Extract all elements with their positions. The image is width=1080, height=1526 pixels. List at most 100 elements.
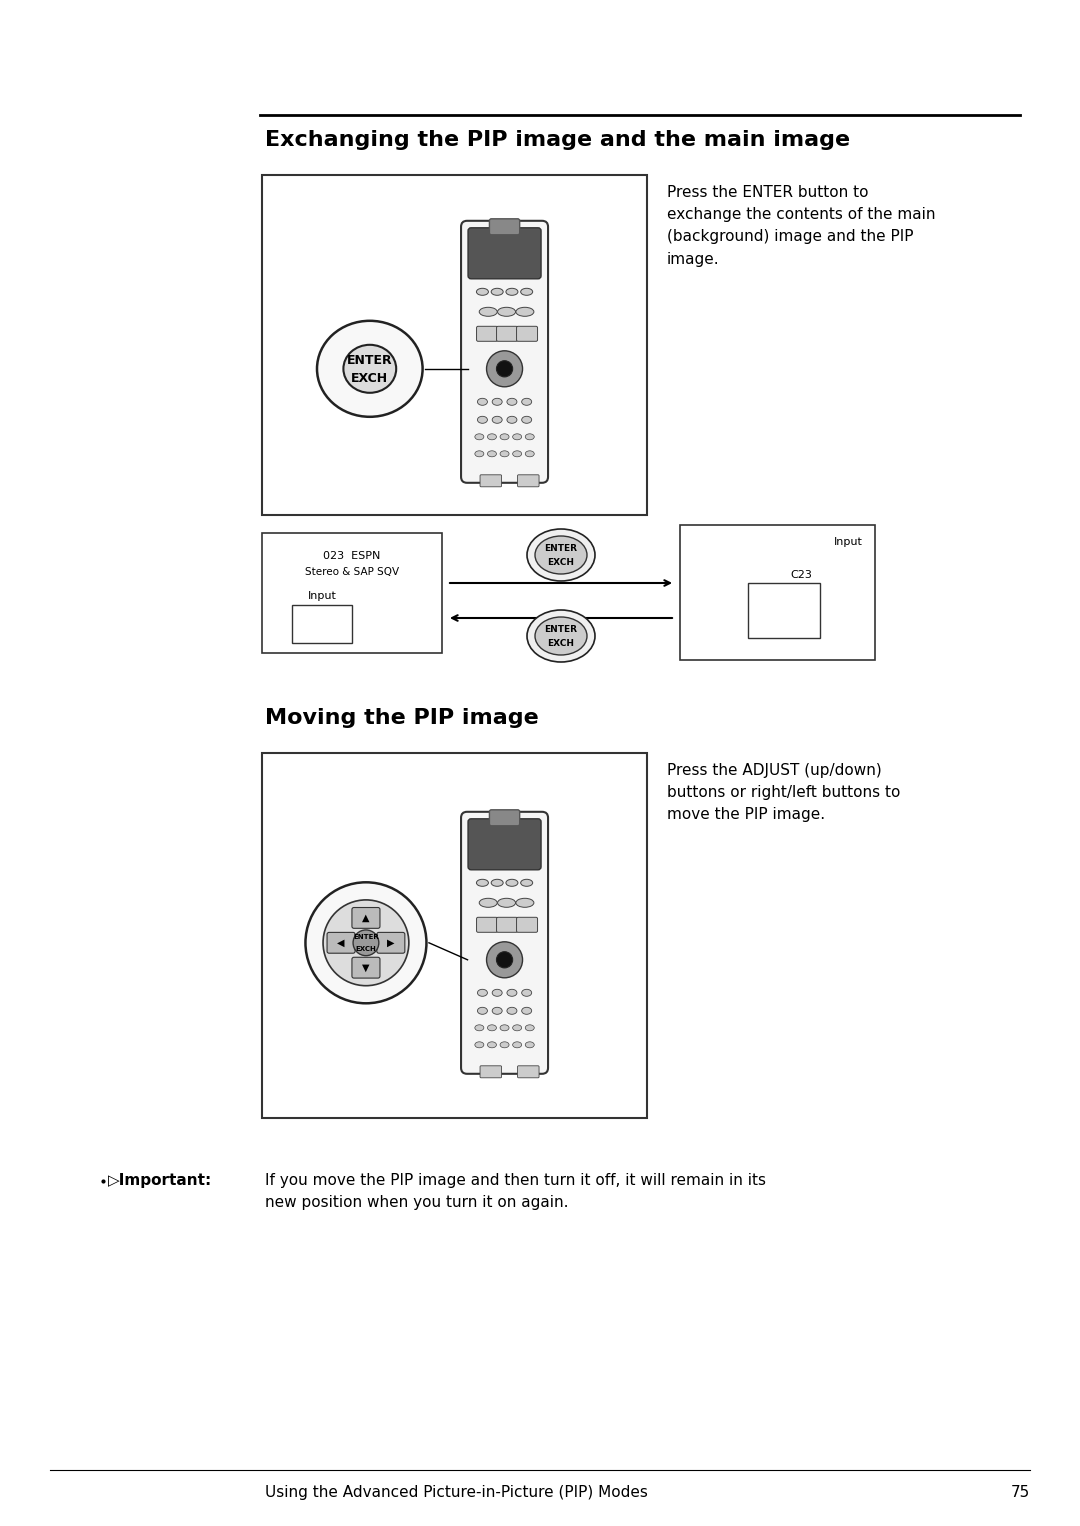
Ellipse shape	[513, 1025, 522, 1030]
Ellipse shape	[522, 417, 531, 423]
Ellipse shape	[516, 899, 534, 908]
Ellipse shape	[487, 433, 497, 439]
FancyBboxPatch shape	[497, 327, 517, 342]
Ellipse shape	[525, 1025, 535, 1030]
FancyBboxPatch shape	[327, 932, 355, 954]
Ellipse shape	[487, 1025, 497, 1030]
Text: Exchanging the PIP image and the main image: Exchanging the PIP image and the main im…	[265, 130, 850, 150]
Circle shape	[306, 882, 427, 1003]
Text: EXCH: EXCH	[548, 638, 575, 647]
Ellipse shape	[507, 398, 517, 406]
Text: ▶: ▶	[387, 938, 394, 948]
Ellipse shape	[500, 433, 509, 439]
Ellipse shape	[507, 417, 517, 423]
FancyBboxPatch shape	[476, 327, 498, 342]
Ellipse shape	[500, 1025, 509, 1030]
Circle shape	[487, 942, 523, 978]
Ellipse shape	[498, 307, 515, 316]
FancyBboxPatch shape	[262, 175, 647, 514]
Ellipse shape	[492, 417, 502, 423]
Text: Press the ENTER button to
exchange the contents of the main
(background) image a: Press the ENTER button to exchange the c…	[667, 185, 935, 267]
FancyBboxPatch shape	[461, 221, 548, 482]
Ellipse shape	[487, 450, 497, 456]
Ellipse shape	[513, 450, 522, 456]
FancyBboxPatch shape	[352, 957, 380, 978]
Ellipse shape	[505, 879, 518, 887]
FancyBboxPatch shape	[480, 1065, 501, 1077]
Ellipse shape	[475, 1025, 484, 1030]
Ellipse shape	[525, 1042, 535, 1048]
FancyBboxPatch shape	[517, 475, 539, 487]
Ellipse shape	[522, 989, 531, 996]
FancyBboxPatch shape	[497, 917, 517, 932]
Circle shape	[487, 351, 523, 386]
Ellipse shape	[535, 617, 588, 655]
Text: Moving the PIP image: Moving the PIP image	[265, 708, 539, 728]
FancyBboxPatch shape	[489, 810, 519, 826]
Ellipse shape	[505, 288, 518, 296]
Ellipse shape	[527, 530, 595, 581]
Text: 75: 75	[1011, 1485, 1030, 1500]
FancyBboxPatch shape	[352, 908, 380, 928]
Text: Input: Input	[834, 537, 863, 546]
FancyBboxPatch shape	[516, 327, 538, 342]
FancyBboxPatch shape	[517, 1065, 539, 1077]
Ellipse shape	[516, 307, 534, 316]
FancyBboxPatch shape	[468, 819, 541, 870]
Ellipse shape	[476, 288, 488, 296]
Ellipse shape	[525, 450, 535, 456]
Circle shape	[323, 900, 409, 986]
Circle shape	[497, 952, 513, 967]
FancyBboxPatch shape	[461, 812, 548, 1074]
Ellipse shape	[477, 989, 487, 996]
FancyBboxPatch shape	[516, 917, 538, 932]
Text: Input: Input	[308, 591, 337, 601]
Ellipse shape	[475, 433, 484, 439]
Text: C23: C23	[789, 571, 812, 580]
Ellipse shape	[475, 450, 484, 456]
Ellipse shape	[492, 398, 502, 406]
Ellipse shape	[480, 307, 497, 316]
Ellipse shape	[318, 320, 422, 417]
Ellipse shape	[492, 1007, 502, 1015]
Ellipse shape	[527, 610, 595, 662]
Ellipse shape	[522, 1007, 531, 1015]
Ellipse shape	[492, 989, 502, 996]
Ellipse shape	[498, 899, 515, 908]
Ellipse shape	[500, 1042, 509, 1048]
FancyBboxPatch shape	[468, 227, 541, 279]
Ellipse shape	[491, 879, 503, 887]
Text: EXCH: EXCH	[355, 946, 376, 952]
Ellipse shape	[525, 433, 535, 439]
FancyBboxPatch shape	[377, 932, 405, 954]
Circle shape	[353, 929, 379, 955]
Ellipse shape	[500, 450, 509, 456]
Text: ENTER: ENTER	[544, 543, 578, 552]
Ellipse shape	[477, 417, 487, 423]
FancyBboxPatch shape	[262, 533, 442, 653]
Text: Using the Advanced Picture-in-Picture (PIP) Modes: Using the Advanced Picture-in-Picture (P…	[265, 1485, 648, 1500]
Ellipse shape	[507, 1007, 517, 1015]
Text: EXCH: EXCH	[351, 372, 389, 385]
Ellipse shape	[513, 433, 522, 439]
Text: ENTER: ENTER	[544, 624, 578, 633]
Text: EXCH: EXCH	[548, 557, 575, 566]
Text: ▲: ▲	[362, 913, 369, 923]
Ellipse shape	[487, 1042, 497, 1048]
FancyBboxPatch shape	[680, 525, 875, 661]
Text: If you move the PIP image and then turn it off, it will remain in its
new positi: If you move the PIP image and then turn …	[265, 1173, 766, 1210]
Text: ▷Important:: ▷Important:	[108, 1173, 213, 1189]
Ellipse shape	[491, 288, 503, 296]
Ellipse shape	[343, 345, 396, 392]
Ellipse shape	[535, 536, 588, 574]
Text: ENTER: ENTER	[353, 934, 379, 940]
Ellipse shape	[521, 288, 532, 296]
Text: ▼: ▼	[362, 963, 369, 972]
Ellipse shape	[477, 398, 487, 406]
FancyBboxPatch shape	[748, 583, 820, 638]
FancyBboxPatch shape	[262, 752, 647, 1119]
Ellipse shape	[476, 879, 488, 887]
Text: Press the ADJUST (up/down)
buttons or right/left buttons to
move the PIP image.: Press the ADJUST (up/down) buttons or ri…	[667, 763, 901, 823]
Ellipse shape	[480, 899, 497, 908]
Ellipse shape	[521, 879, 532, 887]
